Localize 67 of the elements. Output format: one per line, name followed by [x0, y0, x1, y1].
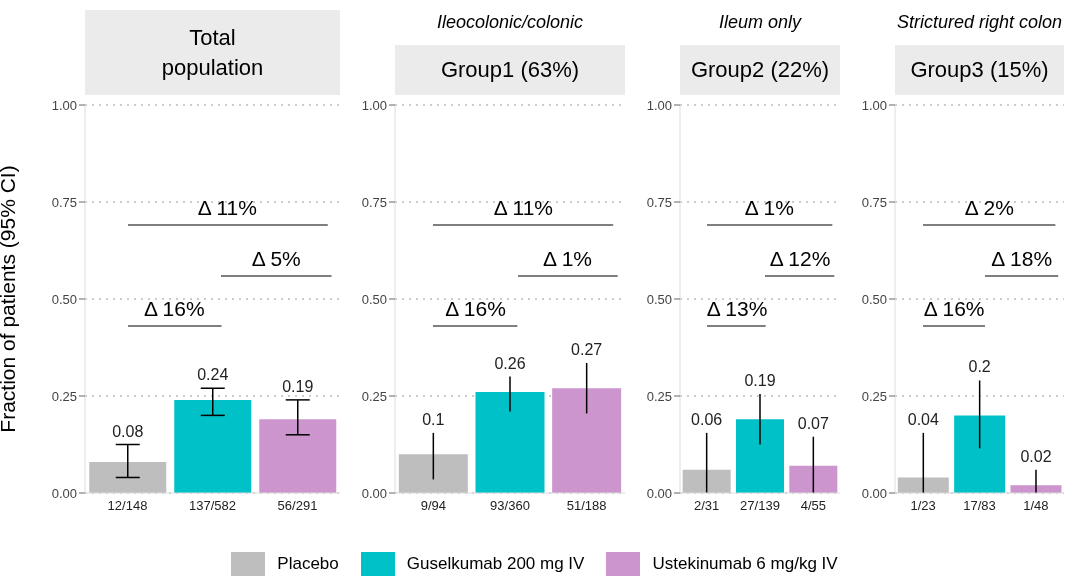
annotation: Δ 11%	[492, 195, 554, 222]
y-tick-label: 0.75	[646, 194, 672, 210]
legend-label: Ustekinumab 6 mg/kg IV	[652, 554, 838, 574]
legend-label: Guselkumab 200 mg IV	[406, 554, 585, 574]
x-tick-label: 137/582	[189, 498, 236, 514]
y-tick-label: 0.25	[646, 388, 672, 404]
x-tick-label: 51/188	[566, 498, 607, 514]
data-label: 0.19	[744, 372, 776, 390]
y-tick-label: 0.50	[646, 291, 672, 307]
x-tick-label: 1/48	[1023, 498, 1049, 514]
y-tick-label: 1.00	[361, 97, 387, 113]
x-tick-label: 93/360	[490, 498, 530, 514]
data-label: 0.26	[494, 354, 526, 372]
y-tick-label: 0.25	[361, 388, 387, 404]
x-tick-label: 17/83	[963, 498, 996, 514]
y-tick-label: 0.00	[646, 485, 672, 501]
annotation: Δ 1%	[541, 245, 593, 272]
x-tick-label: 27/139	[740, 498, 780, 514]
data-label: 0.1	[422, 410, 445, 428]
x-tick-label: 4/55	[800, 498, 826, 514]
chart-subtitle: Ileum only	[717, 12, 803, 33]
legend-label: Placebo	[277, 554, 339, 574]
x-tick-label: 1/23	[910, 498, 936, 514]
y-tick-label: 0.50	[861, 291, 887, 307]
y-tick-label: 1.00	[646, 97, 672, 113]
chart-title: Group2 (22%)	[680, 45, 840, 95]
data-label: 0.08	[112, 422, 144, 440]
data-label: 0.06	[691, 410, 723, 428]
y-tick-label: 0.75	[51, 194, 77, 210]
y-tick-label: 1.00	[51, 97, 77, 113]
annotation: Δ 12%	[768, 245, 832, 272]
x-tick-label: 9/94	[420, 498, 446, 514]
y-tick-label: 0.50	[51, 291, 77, 307]
annotation: Δ 16%	[444, 296, 507, 323]
annotation: Δ 18%	[990, 245, 1054, 272]
annotation: Δ 13%	[706, 296, 768, 323]
annotation: Δ 11%	[196, 195, 258, 222]
y-tick-label: 0.75	[861, 194, 887, 210]
annotation: Δ 1%	[743, 195, 795, 222]
data-label: 0.19	[282, 377, 314, 395]
x-tick-label: 12/148	[107, 498, 148, 514]
y-tick-label: 1.00	[861, 97, 887, 113]
y-tick-label: 0.25	[51, 388, 77, 404]
y-tick-label: 0.25	[861, 388, 887, 404]
y-tick-label: 0.00	[361, 485, 387, 501]
y-tick-label: 0.00	[51, 485, 77, 501]
annotation: Δ 5%	[250, 245, 302, 272]
x-tick-label: 56/291	[277, 498, 318, 514]
chart-title: Group1 (63%)	[395, 45, 625, 95]
y-tick-label: 0.00	[861, 485, 887, 501]
data-label: 0.04	[907, 410, 939, 428]
data-label: 0.02	[1020, 447, 1052, 465]
data-label: 0.27	[571, 341, 603, 359]
chart-title: Group3 (15%)	[895, 45, 1064, 95]
chart-title: Total population	[85, 10, 340, 95]
chart-subtitle: Strictured right colon	[895, 12, 1064, 33]
y-tick-label: 0.50	[361, 291, 387, 307]
chart-subtitle: Ileocolonic/colonic	[435, 12, 585, 33]
y-axis-title: Fraction of patients (95% CI)	[0, 165, 20, 433]
x-tick-label: 2/31	[694, 498, 720, 514]
y-tick-label: 0.75	[361, 194, 387, 210]
annotation: Δ 16%	[923, 296, 986, 323]
annotation: Δ 2%	[963, 195, 1015, 222]
data-label: 0.2	[968, 358, 991, 376]
data-label: 0.24	[197, 366, 229, 384]
data-label: 0.07	[797, 414, 830, 432]
annotation: Δ 16%	[142, 296, 206, 323]
